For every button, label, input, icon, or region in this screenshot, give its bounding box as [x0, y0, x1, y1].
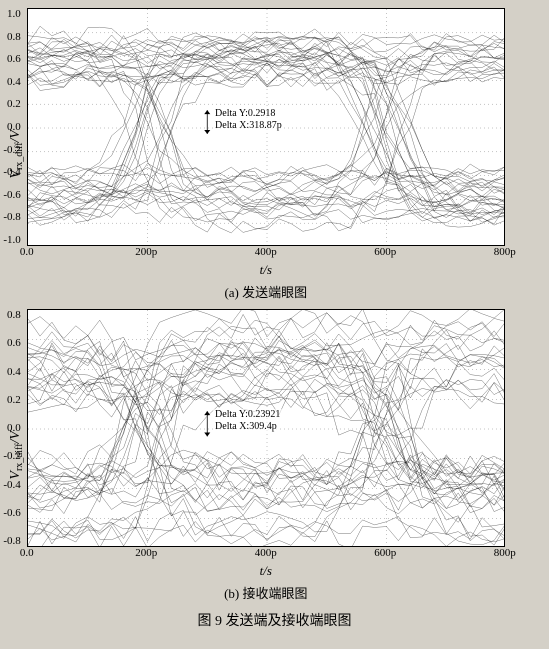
subcaption: (a) 发送端眼图 [27, 282, 505, 301]
ytick: -0.4 [0, 166, 21, 178]
yticks: 1.0 0.8 0.6 0.4 0.2 0.0 -0.2 -0.4 -0.6 -0.8 -1.0 [0, 8, 25, 246]
xtick: 0.0 [7, 246, 47, 258]
ytick: 0.6 [0, 337, 21, 349]
ytick: 0.2 [0, 98, 21, 110]
figure-caption: 图 9 发送端及接收端眼图 [6, 610, 543, 630]
ytick: 0.4 [0, 76, 21, 88]
xtick: 0.0 [7, 547, 47, 559]
yticks: 0.8 0.6 0.4 0.2 0.0 -0.2 -0.4 -0.6 -0.8 [0, 309, 25, 547]
ytick: -0.8 [0, 211, 21, 223]
panel-b: Vrx_diff/V 0.80.60.40.20.0-0.2-0.4-0.6-0… [6, 309, 543, 602]
xtick: 400p [246, 547, 286, 559]
xticks: 0.0200p400p600p800p [27, 547, 505, 561]
delta-y-annot: Delta Y:0.23921 [213, 409, 282, 420]
figure: Vrx_diff/V 1.00.80.60.40.20.0-0.2-0.4-0.… [6, 8, 543, 630]
ytick: 0.4 [0, 366, 21, 378]
ytick: 0.6 [0, 53, 21, 65]
xtick: 600p [365, 246, 405, 258]
xtick: 400p [246, 246, 286, 258]
delta-x-annot: Delta X:318.87p [213, 120, 284, 131]
ytick: -0.6 [0, 189, 21, 201]
xtick: 200p [126, 547, 166, 559]
subcaption: (b) 接收端眼图 [27, 583, 505, 602]
xlabel: t/s [27, 262, 505, 278]
xticks: 0.0200p400p600p800p [27, 246, 505, 260]
xtick: 200p [126, 246, 166, 258]
ytick: -0.2 [0, 450, 21, 462]
ytick: 0.2 [0, 394, 21, 406]
delta-x-annot: Delta X:309.4p [213, 421, 279, 432]
ytick: -1.0 [0, 234, 21, 246]
panel-a: Vrx_diff/V 1.00.80.60.40.20.0-0.2-0.4-0.… [6, 8, 543, 301]
plot-area: Delta Y:0.23921 Delta X:309.4p [27, 309, 505, 547]
ytick: 1.0 [0, 8, 21, 20]
xtick: 600p [365, 547, 405, 559]
xtick: 800p [485, 246, 525, 258]
delta-y-annot: Delta Y:0.2918 [213, 108, 277, 119]
ytick: 0.0 [0, 422, 21, 434]
ytick: -0.8 [0, 535, 21, 547]
plot-area: Delta Y:0.2918 Delta X:318.87p [27, 8, 505, 246]
ytick: -0.6 [0, 507, 21, 519]
ytick: 0.8 [0, 309, 21, 321]
ytick: -0.2 [0, 144, 21, 156]
ytick: -0.4 [0, 479, 21, 491]
xtick: 800p [485, 547, 525, 559]
ytick: 0.8 [0, 31, 21, 43]
xlabel: t/s [27, 563, 505, 579]
ytick: 0.0 [0, 121, 21, 133]
